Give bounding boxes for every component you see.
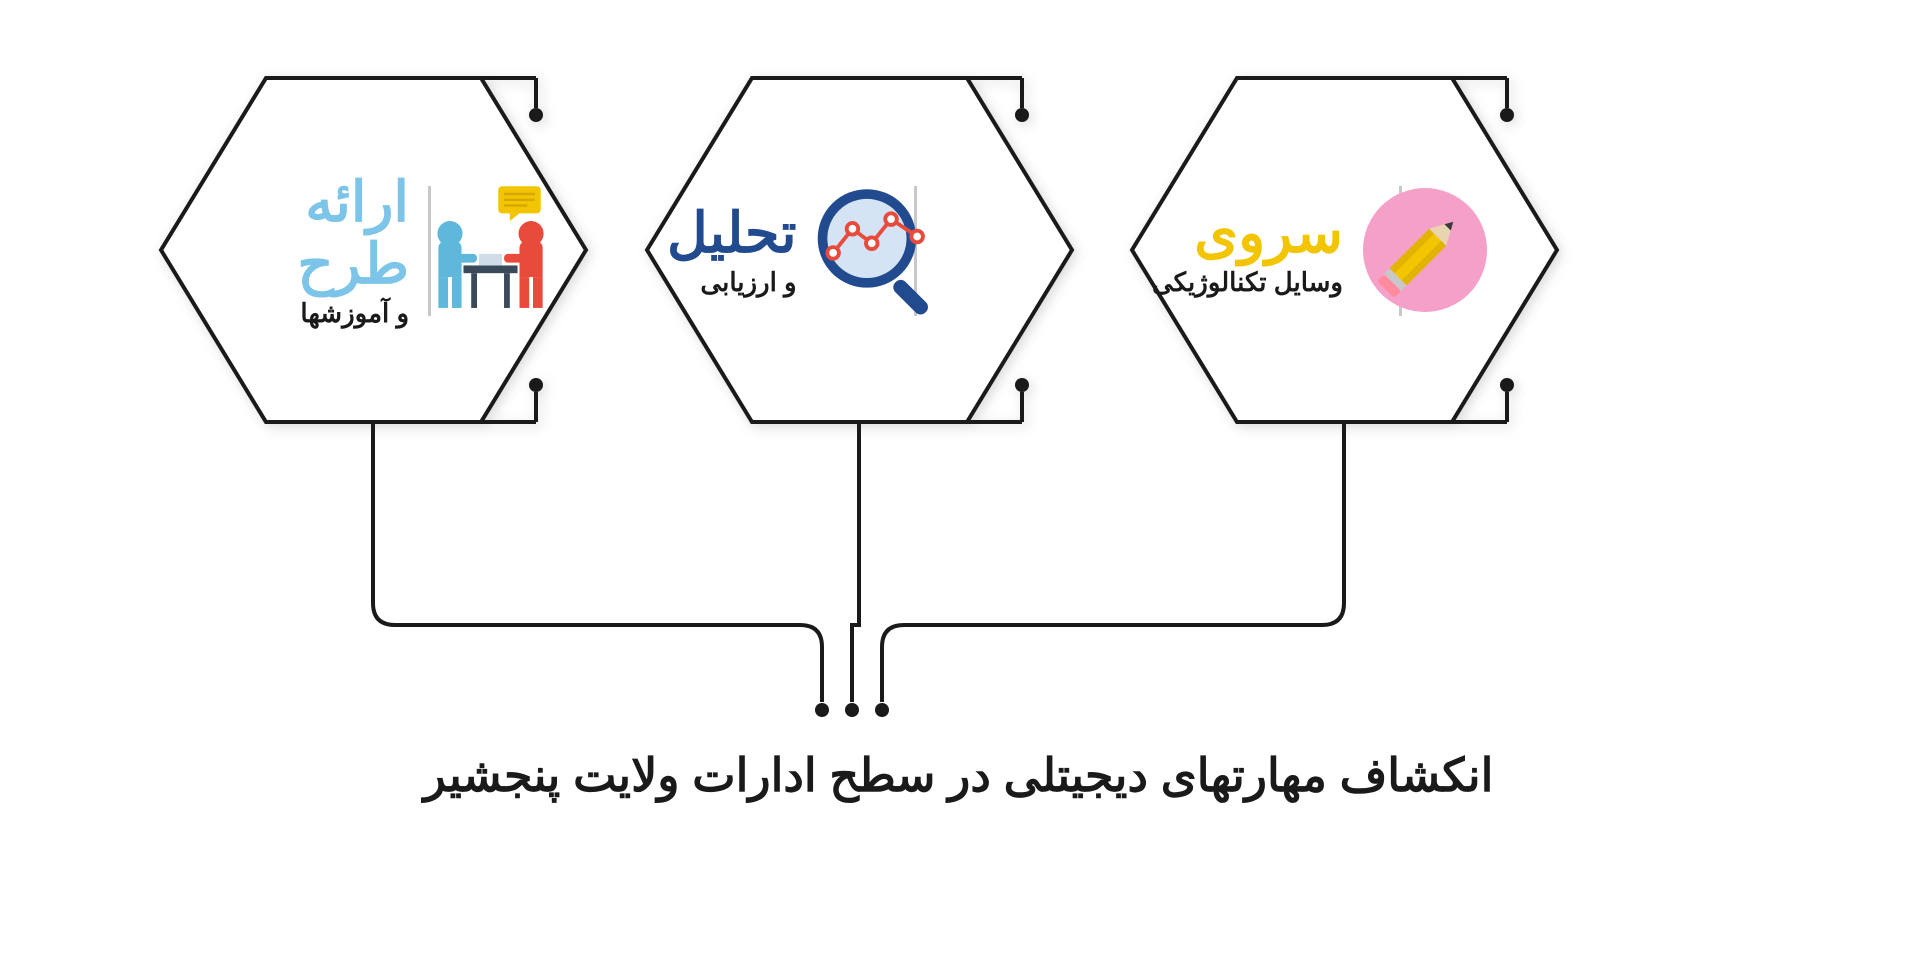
meeting-icon — [421, 180, 561, 320]
hexagon-analysis: تحلیل و ارزیابی — [617, 50, 1087, 450]
infographic-diagram: سروی وسایل تکنالوژیکی — [0, 0, 1917, 975]
magnifier-chart-icon — [809, 180, 949, 320]
hexagon-survey-subtitle: وسایل تکنالوژیکی — [1152, 267, 1343, 298]
hexagon-analysis-subtitle: و ارزیابی — [700, 267, 796, 298]
hexagon-survey-title: سروی — [1194, 202, 1343, 264]
main-title: انکشاف مهارتهای دیجیتلی در سطح ادارات ول… — [0, 748, 1917, 802]
pencil-icon — [1355, 180, 1495, 320]
hexagon-survey: سروی وسایل تکنالوژیکی — [1102, 50, 1572, 450]
hexagon-presentation-subtitle: و آموزشها — [300, 298, 409, 329]
hexagon-presentation: ارائه طرح و آموزشها — [131, 50, 601, 450]
hexagon-presentation-content: ارائه طرح و آموزشها — [181, 160, 561, 340]
hexagon-analysis-title: تحلیل — [667, 202, 797, 264]
hexagon-survey-content: سروی وسایل تکنالوژیکی — [1152, 160, 1532, 340]
hexagon-presentation-title: ارائه طرح — [181, 171, 409, 294]
hexagon-analysis-content: تحلیل و ارزیابی — [667, 160, 1047, 340]
